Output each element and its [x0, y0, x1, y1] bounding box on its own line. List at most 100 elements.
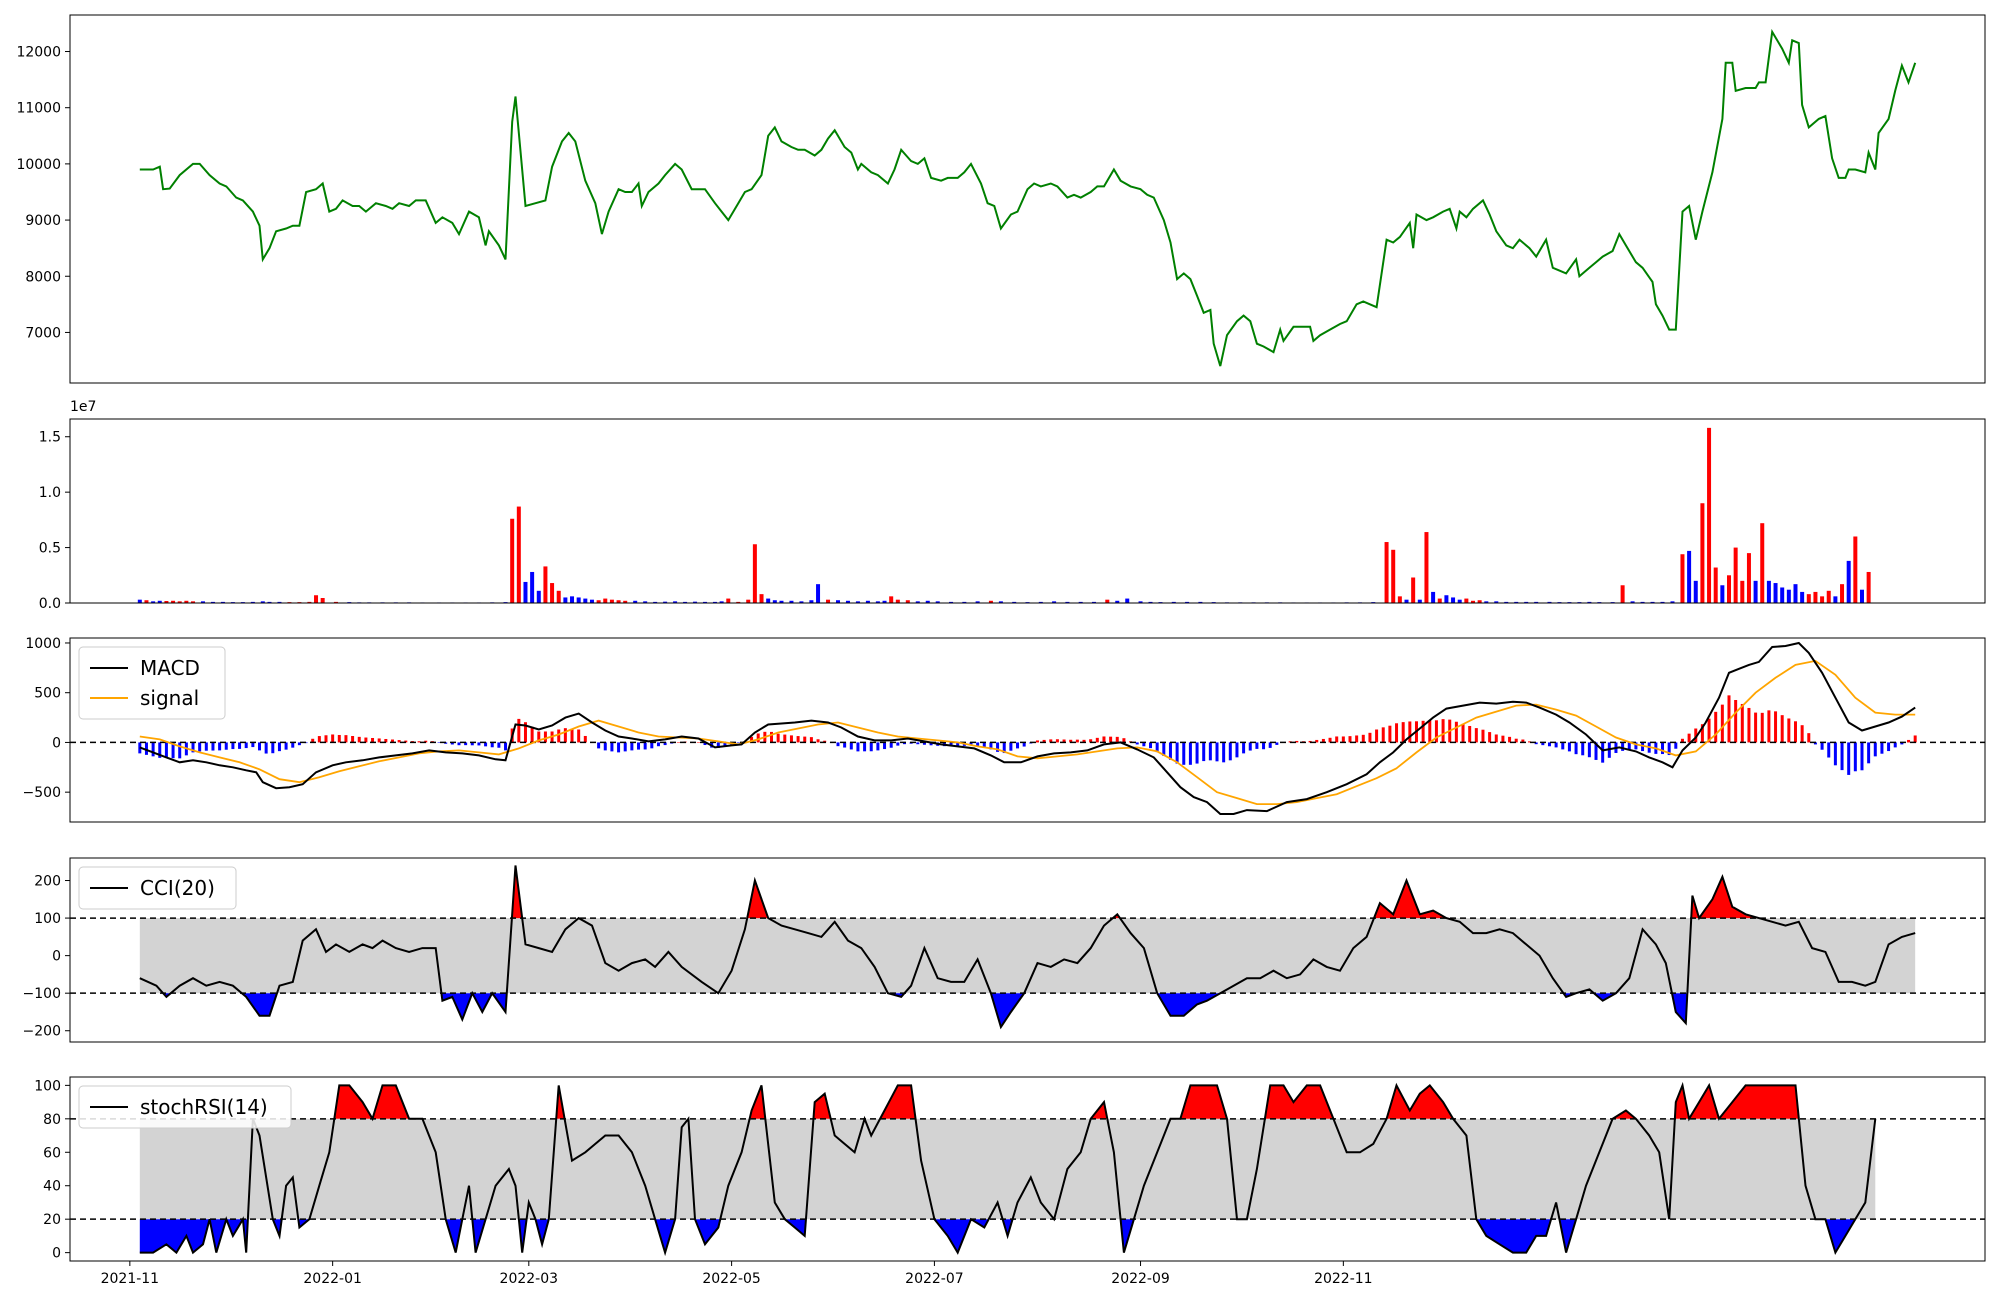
macd-histogram-bar — [1168, 742, 1172, 760]
cci-ytick-label: 0 — [52, 949, 61, 965]
macd-histogram-bar — [1235, 742, 1239, 758]
macd-legend — [78, 646, 226, 720]
volume-bar — [962, 601, 967, 603]
volume-bar — [570, 596, 575, 603]
macd-histogram-bar — [663, 742, 667, 746]
macd-histogram-bar — [623, 742, 627, 752]
macd-histogram-bar — [843, 742, 847, 748]
macd-histogram-bar — [1035, 740, 1039, 743]
macd-histogram-bar — [1142, 742, 1146, 747]
macd-histogram-bar — [1893, 742, 1897, 748]
macd-histogram-bar — [490, 742, 494, 748]
macd-histogram-bar — [1002, 742, 1006, 754]
macd-histogram-bar — [543, 731, 547, 743]
macd-histogram-bar — [1827, 742, 1831, 758]
stochrsi-ytick-label: 100 — [34, 1078, 61, 1094]
stochrsi-ytick-label: 80 — [43, 1112, 61, 1128]
macd-histogram-bar — [523, 722, 527, 743]
macd-histogram-bar — [1089, 739, 1093, 743]
volume-bar — [712, 601, 717, 603]
volume-bar — [1733, 547, 1738, 603]
macd-histogram-bar — [437, 742, 441, 743]
stochrsi-oversold-fill — [226, 1219, 243, 1236]
macd-histogram-bar — [1175, 742, 1179, 764]
volume-bar — [1833, 596, 1838, 603]
macd-histogram-bar — [849, 742, 853, 750]
macd-histogram-bar — [1421, 720, 1425, 743]
macd-histogram-bar — [1787, 718, 1791, 743]
volume-bar — [220, 601, 225, 603]
macd-histogram-bar — [171, 742, 175, 759]
volume-bar — [1840, 584, 1845, 603]
macd-histogram-bar — [1747, 707, 1751, 743]
volume-bar — [998, 601, 1003, 603]
macd-histogram-bar — [238, 742, 242, 749]
macd-histogram-bar — [770, 731, 774, 743]
macd-histogram-bar — [344, 735, 348, 743]
volume-bar — [530, 571, 535, 603]
volume-bar — [603, 598, 608, 603]
volume-bar — [1793, 584, 1798, 603]
volume-bar — [1091, 601, 1096, 603]
macd-ytick-label: −500 — [23, 785, 61, 801]
macd-histogram-bar — [756, 733, 760, 743]
stochrsi-oversold-fill — [139, 1219, 210, 1253]
macd-histogram-bar — [630, 742, 634, 751]
macd-histogram-bar — [736, 742, 740, 743]
macd-histogram-bar — [1907, 739, 1911, 743]
macd-histogram-bar — [198, 742, 202, 752]
macd-histogram-bar — [1634, 742, 1638, 750]
cci-oversold-fill — [472, 993, 493, 1012]
volume-bar — [210, 601, 215, 603]
volume-bar — [556, 590, 561, 603]
x-tick-label: 2022-03 — [500, 1271, 559, 1287]
volume-bar — [609, 599, 614, 603]
stochrsi-oversold-fill — [1002, 1219, 1013, 1236]
macd-histogram-bar — [470, 742, 474, 746]
stochrsi-oversold-fill — [655, 1219, 676, 1253]
macd-histogram-bar — [1793, 721, 1797, 743]
macd-histogram-bar — [1468, 725, 1472, 743]
volume-bar — [1524, 601, 1529, 603]
macd-histogram-bar — [1528, 741, 1532, 743]
stochrsi-overbought-fill — [749, 1085, 766, 1119]
macd-histogram-bar — [1547, 742, 1551, 747]
macd-histogram-bar — [856, 742, 860, 752]
macd-histogram-bar — [244, 742, 248, 749]
volume-bar — [184, 600, 189, 603]
volume-bar — [510, 518, 515, 603]
macd-histogram-bar — [1182, 742, 1186, 765]
macd-histogram-bar — [809, 737, 813, 743]
volume-bar — [895, 599, 900, 603]
macd-histogram-bar — [570, 728, 574, 743]
volume-bar — [144, 600, 149, 603]
volume-bar — [925, 600, 930, 603]
volume-bar — [200, 601, 205, 603]
volume-bar — [1746, 553, 1751, 603]
macd-histogram-bar — [1700, 724, 1704, 743]
volume-bar — [1693, 580, 1698, 603]
macd-histogram-bar — [397, 740, 401, 743]
volume-bar — [1125, 598, 1130, 603]
volume-bar — [267, 601, 272, 603]
macd-histogram-bar — [597, 742, 601, 749]
macd-histogram-bar — [949, 742, 953, 747]
macd-histogram-bar — [1149, 742, 1153, 749]
volume-bar — [1494, 601, 1499, 603]
stochrsi-oversold-fill — [209, 1219, 227, 1253]
volume-bar — [314, 595, 319, 603]
stochrsi-ytick-label: 0 — [52, 1246, 61, 1262]
macd-histogram-bar — [1262, 742, 1266, 750]
volume-bar — [875, 601, 880, 603]
x-tick-label: 2022-09 — [1111, 1271, 1170, 1287]
macd-histogram-bar — [1567, 742, 1571, 752]
x-tick-label: 2021-11 — [101, 1271, 160, 1287]
volume-bar — [1417, 599, 1422, 603]
macd-histogram-bar — [384, 738, 388, 743]
volume-bar — [1198, 601, 1203, 603]
macd-histogram-bar — [291, 742, 295, 748]
macd-histogram-bar — [1335, 736, 1339, 743]
volume-bar — [1397, 596, 1402, 603]
volume-bar — [616, 600, 621, 603]
macd-histogram-bar — [224, 742, 228, 750]
